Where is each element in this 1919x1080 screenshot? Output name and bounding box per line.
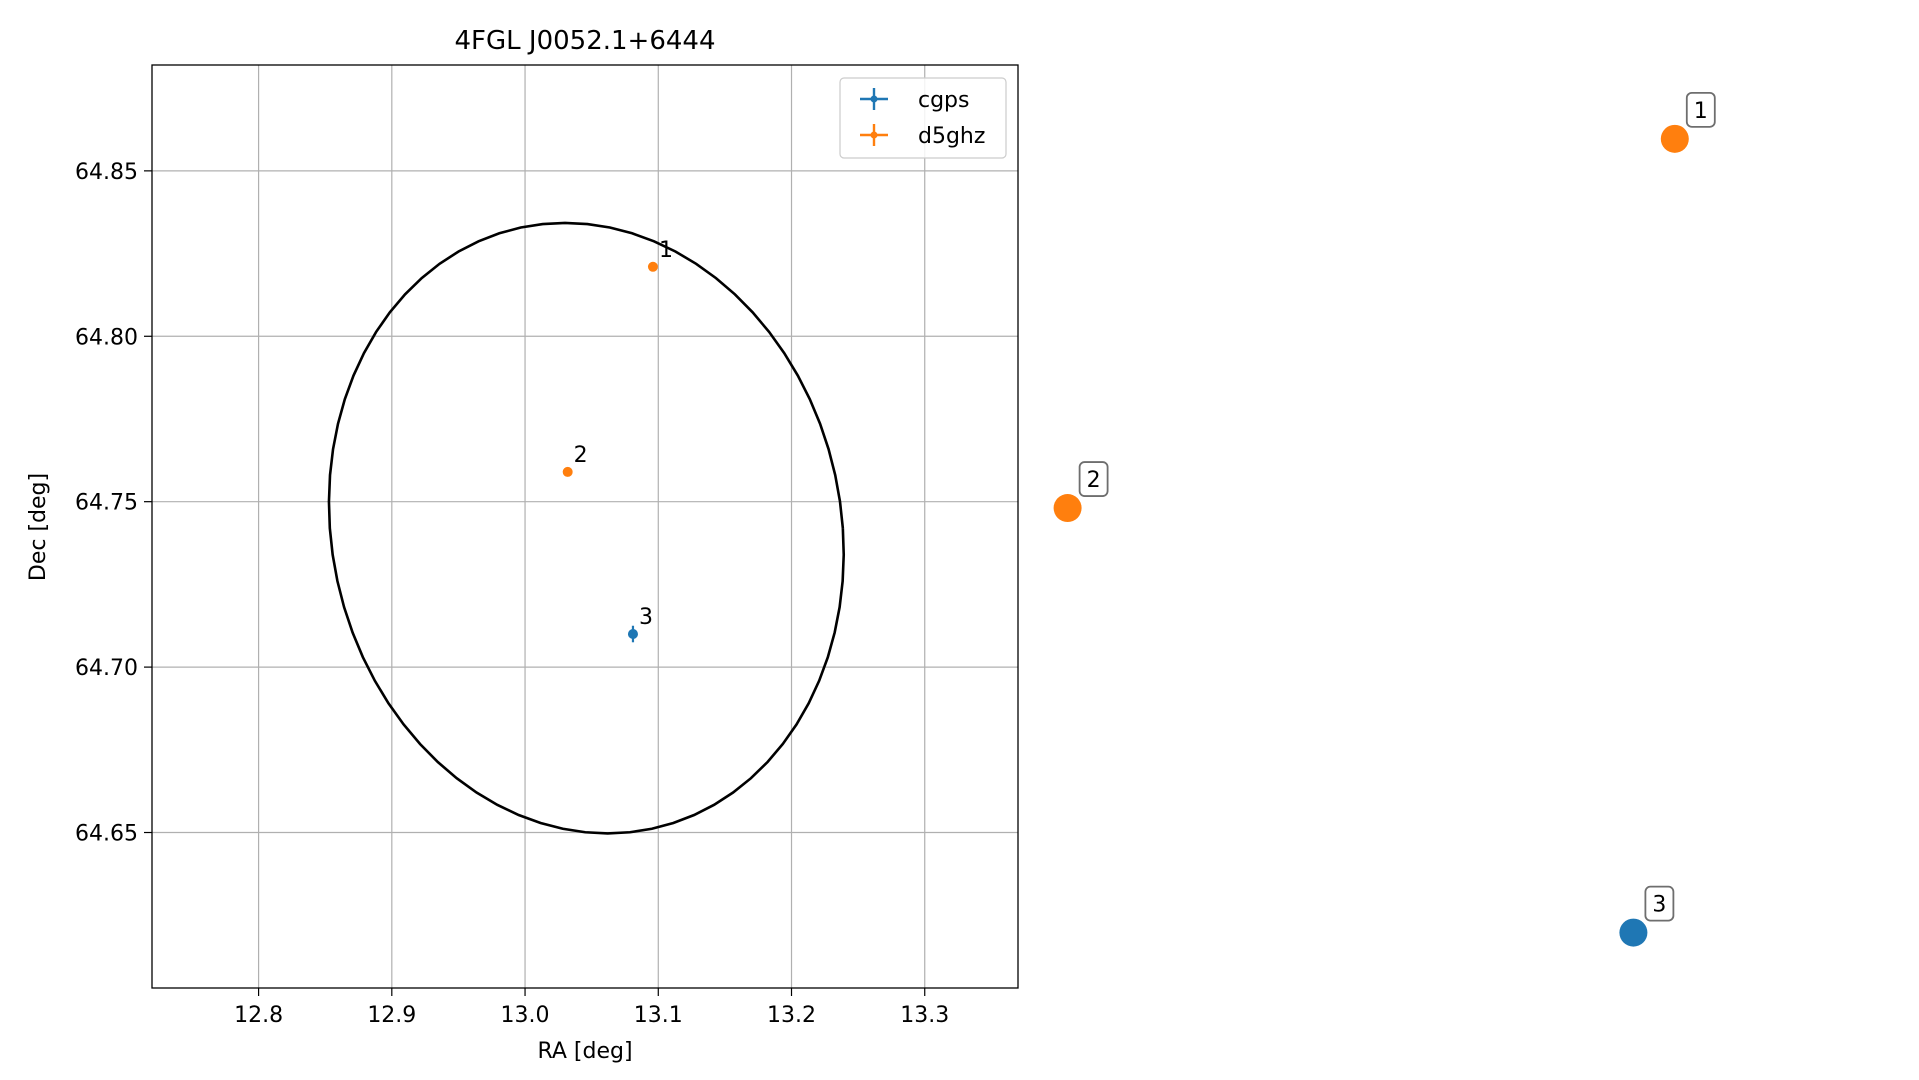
x-tick-label: 12.9 xyxy=(367,1003,416,1028)
data-point-cgps-3: 3 xyxy=(627,605,653,643)
y-axis-ticks: 64.65 64.70 64.75 64.80 64.85 xyxy=(75,160,152,847)
side-marker-2: 2 xyxy=(1053,461,1109,523)
point-marker xyxy=(647,261,658,272)
plot-area xyxy=(152,65,1018,988)
data-points-layer: 3 1 2 xyxy=(562,238,673,643)
side-marker-label: 1 xyxy=(1694,99,1708,124)
side-marker-1: 1 xyxy=(1660,91,1716,153)
data-point-d5ghz-1: 1 xyxy=(647,238,673,272)
point-label: 2 xyxy=(574,443,588,468)
legend-dot-cgps xyxy=(870,95,878,103)
legend-dot-d5ghz xyxy=(870,131,878,139)
data-point-d5ghz-2: 2 xyxy=(562,443,588,477)
x-tick-label: 13.2 xyxy=(767,1003,816,1028)
y-tick-label: 64.70 xyxy=(75,656,138,681)
x-tick-label: 13.0 xyxy=(501,1003,550,1028)
x-tick-label: 13.1 xyxy=(634,1003,683,1028)
legend: cgps d5ghz xyxy=(839,77,1007,159)
main-chart: 312 12.8 12.9 13.0 13.1 13.2 13.3 64.6564.706… xyxy=(26,26,1019,1064)
error-ellipse-layer xyxy=(327,221,846,835)
y-tick-label: 64.75 xyxy=(75,491,138,516)
grid-lines xyxy=(152,65,1018,988)
plot-frame xyxy=(151,64,1019,989)
side-marker-dot xyxy=(1660,124,1689,153)
x-tick-label: 12.8 xyxy=(234,1003,283,1028)
error-ellipse xyxy=(327,221,846,835)
y-tick-label: 64.85 xyxy=(75,160,138,185)
side-marker-dot xyxy=(1053,494,1082,523)
side-marker-label-box xyxy=(1644,885,1675,922)
side-marker-3: 3 xyxy=(1619,885,1675,947)
y-tick-label: 64.80 xyxy=(75,325,138,350)
point-label: 1 xyxy=(659,238,673,263)
legend-item-cgps: cgps xyxy=(860,88,970,113)
x-tick-label: 13.3 xyxy=(900,1003,949,1028)
legend-item-d5ghz: d5ghz xyxy=(860,124,985,149)
legend-label-d5ghz: d5ghz xyxy=(918,124,985,149)
y-axis-label: Dec [deg] xyxy=(26,473,51,581)
point-marker xyxy=(627,629,638,640)
point-label: 3 xyxy=(639,605,653,630)
y-tick-label: 64.65 xyxy=(75,822,138,847)
side-marker-label: 2 xyxy=(1087,468,1101,493)
x-axis-label: RA [deg] xyxy=(537,1039,632,1064)
side-marker-dot xyxy=(1619,918,1648,947)
chart-title: 4FGL J0052.1+6444 xyxy=(455,26,716,56)
side-marker-label: 3 xyxy=(1652,893,1666,918)
x-axis-ticks: 12.8 12.9 13.0 13.1 13.2 13.3 xyxy=(234,988,949,1028)
legend-label-cgps: cgps xyxy=(918,88,970,113)
point-marker xyxy=(562,466,573,477)
side-panel: 1 2 3 xyxy=(1053,91,1716,947)
side-marker-label-box xyxy=(1078,461,1109,497)
side-marker-label-box xyxy=(1685,91,1716,128)
